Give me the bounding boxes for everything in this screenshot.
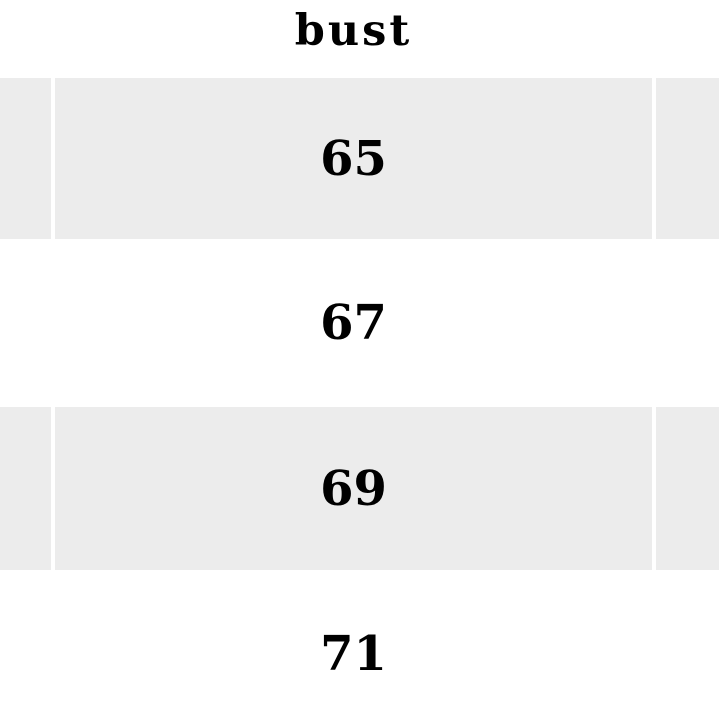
bust-value: 65 bbox=[320, 130, 387, 187]
cell-left-stub bbox=[0, 407, 51, 570]
table-row: 69 bbox=[0, 407, 719, 570]
table-row: 71 bbox=[0, 570, 719, 719]
bust-value: 71 bbox=[320, 626, 387, 682]
header-cell-left-stub bbox=[0, 0, 51, 78]
cell-left-stub bbox=[0, 570, 51, 719]
bust-value: 67 bbox=[320, 295, 387, 351]
cell-bust-value: 71 bbox=[55, 570, 652, 719]
cell-left-stub bbox=[0, 78, 51, 239]
header-cell-right-stub bbox=[656, 0, 719, 78]
column-header-label: bust bbox=[294, 6, 413, 56]
table-row: 65 bbox=[0, 78, 719, 239]
cell-bust-value: 69 bbox=[55, 407, 652, 570]
cell-right-stub bbox=[656, 570, 719, 719]
cell-right-stub bbox=[656, 78, 719, 239]
cell-right-stub bbox=[656, 239, 719, 407]
bust-value: 69 bbox=[320, 460, 387, 517]
cell-left-stub bbox=[0, 239, 51, 407]
cell-right-stub bbox=[656, 407, 719, 570]
table-row: 67 bbox=[0, 239, 719, 407]
table-header-row: bust bbox=[0, 0, 719, 78]
cell-bust-value: 65 bbox=[55, 78, 652, 239]
header-cell-bust: bust bbox=[55, 0, 652, 78]
cell-bust-value: 67 bbox=[55, 239, 652, 407]
